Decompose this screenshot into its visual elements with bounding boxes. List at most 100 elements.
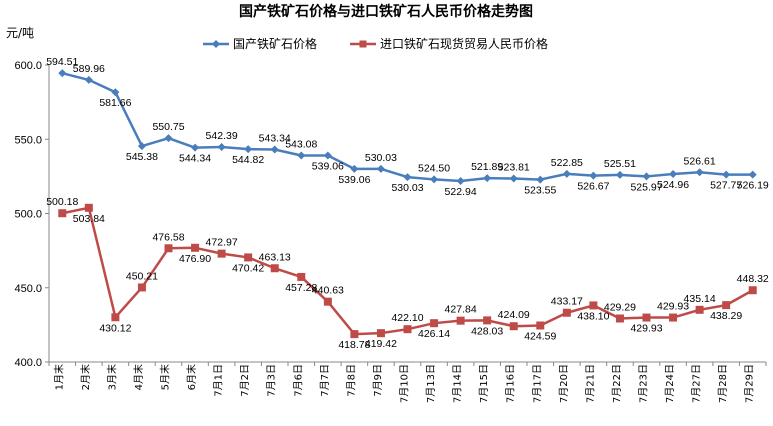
data-point	[164, 134, 173, 143]
x-tick-label: 7月1日	[213, 364, 225, 397]
data-point	[297, 272, 306, 281]
y-tick-label: 500.0	[14, 209, 42, 221]
data-label: 594.51	[46, 56, 78, 68]
x-tick-label: 7月14日	[452, 364, 464, 403]
data-label: 430.12	[99, 322, 131, 334]
data-point	[376, 329, 385, 338]
data-point	[244, 145, 253, 154]
data-point	[642, 313, 651, 322]
data-label: 440.63	[312, 285, 344, 297]
data-point	[58, 209, 67, 218]
data-label: 545.38	[126, 151, 158, 163]
x-tick-label: 4月末	[132, 364, 145, 390]
data-label: 429.93	[630, 323, 662, 335]
data-label: 581.66	[99, 97, 131, 109]
data-label: 530.03	[365, 152, 397, 164]
data-label: 426.14	[418, 328, 450, 340]
diamond-marker-icon	[212, 40, 220, 48]
x-tick-label: 7月29日	[744, 364, 756, 403]
x-tick-label: 7月16日	[505, 364, 517, 403]
data-label: 543.34	[259, 133, 291, 145]
data-label: 503.84	[73, 213, 105, 225]
data-point	[589, 171, 598, 180]
data-label: 539.06	[338, 174, 370, 186]
square-marker-icon	[359, 40, 367, 48]
data-label: 424.09	[498, 309, 530, 321]
legend-item-import: 进口铁矿石现货贸易人民币价格	[350, 36, 548, 51]
data-point	[403, 173, 412, 182]
data-label: 457.28	[285, 282, 317, 294]
x-tick-label: 7月8日	[345, 364, 357, 397]
data-point	[137, 142, 146, 151]
y-tick-label: 400.0	[14, 357, 42, 369]
data-point	[84, 75, 93, 84]
data-point	[270, 264, 279, 273]
data-label: 526.67	[577, 181, 609, 193]
data-point	[536, 321, 545, 330]
data-point	[350, 164, 359, 173]
data-point	[297, 151, 306, 160]
data-label: 523.55	[524, 185, 556, 197]
data-point	[483, 174, 492, 183]
data-point	[323, 297, 332, 306]
x-tick-label: 7月6日	[292, 364, 304, 397]
data-label: 476.58	[152, 231, 184, 243]
x-tick-label: 2月末	[79, 364, 92, 390]
y-tick-label: 550.0	[14, 134, 42, 146]
data-point	[589, 301, 598, 310]
data-label: 418.78	[338, 339, 370, 351]
data-label: 589.96	[73, 63, 105, 75]
data-point	[536, 175, 545, 184]
x-tick-label: 5月末	[159, 364, 172, 390]
x-tick-label: 7月7日	[319, 364, 331, 397]
y-tick-label: 450.0	[14, 283, 42, 295]
data-label: 428.03	[471, 325, 503, 337]
data-label: 524.50	[418, 162, 450, 174]
x-tick-label: 6月末	[185, 364, 198, 390]
data-label: 521.89	[471, 161, 503, 173]
data-point	[430, 175, 439, 184]
data-point	[722, 301, 731, 310]
data-point	[270, 145, 279, 154]
x-tick-label: 1月末	[52, 364, 65, 390]
legend: 国产铁矿石价格 进口铁矿石现货贸易人民币价格	[203, 36, 548, 51]
data-label: 523.81	[498, 162, 530, 174]
data-label: 530.03	[391, 182, 423, 194]
data-label: 438.29	[710, 310, 742, 322]
x-tick-label: 7月20日	[558, 364, 570, 403]
x-tick-label: 7月13日	[425, 364, 437, 403]
data-point	[748, 286, 757, 295]
data-label: 544.34	[179, 153, 211, 165]
data-label: 542.39	[206, 130, 238, 142]
data-point	[137, 283, 146, 292]
data-label: 424.59	[524, 330, 556, 342]
data-point	[403, 325, 412, 334]
data-label: 543.08	[285, 138, 317, 150]
data-label: 435.14	[684, 293, 716, 305]
data-point	[244, 253, 253, 262]
data-point	[111, 313, 120, 322]
data-point	[323, 151, 332, 160]
data-point	[217, 142, 226, 151]
data-point	[483, 316, 492, 325]
data-label: 550.75	[152, 121, 184, 133]
data-point	[722, 170, 731, 179]
data-point	[509, 174, 518, 183]
data-point	[84, 203, 93, 212]
data-label: 539.06	[312, 160, 344, 172]
data-label: 524.96	[657, 179, 689, 191]
data-point	[748, 170, 757, 179]
data-label: 438.10	[577, 310, 609, 322]
data-point	[58, 69, 67, 78]
data-point	[430, 319, 439, 328]
data-label: 470.42	[232, 262, 264, 274]
x-tick-label: 3月末	[105, 364, 118, 390]
data-point	[562, 169, 571, 178]
data-label: 429.29	[604, 302, 636, 314]
data-point	[642, 172, 651, 181]
legend-label-import: 进口铁矿石现货贸易人民币价格	[380, 36, 548, 51]
data-label: 526.61	[684, 155, 716, 167]
x-tick-label: 7月3日	[266, 364, 278, 397]
data-label: 427.84	[445, 304, 477, 316]
data-point	[456, 176, 465, 185]
